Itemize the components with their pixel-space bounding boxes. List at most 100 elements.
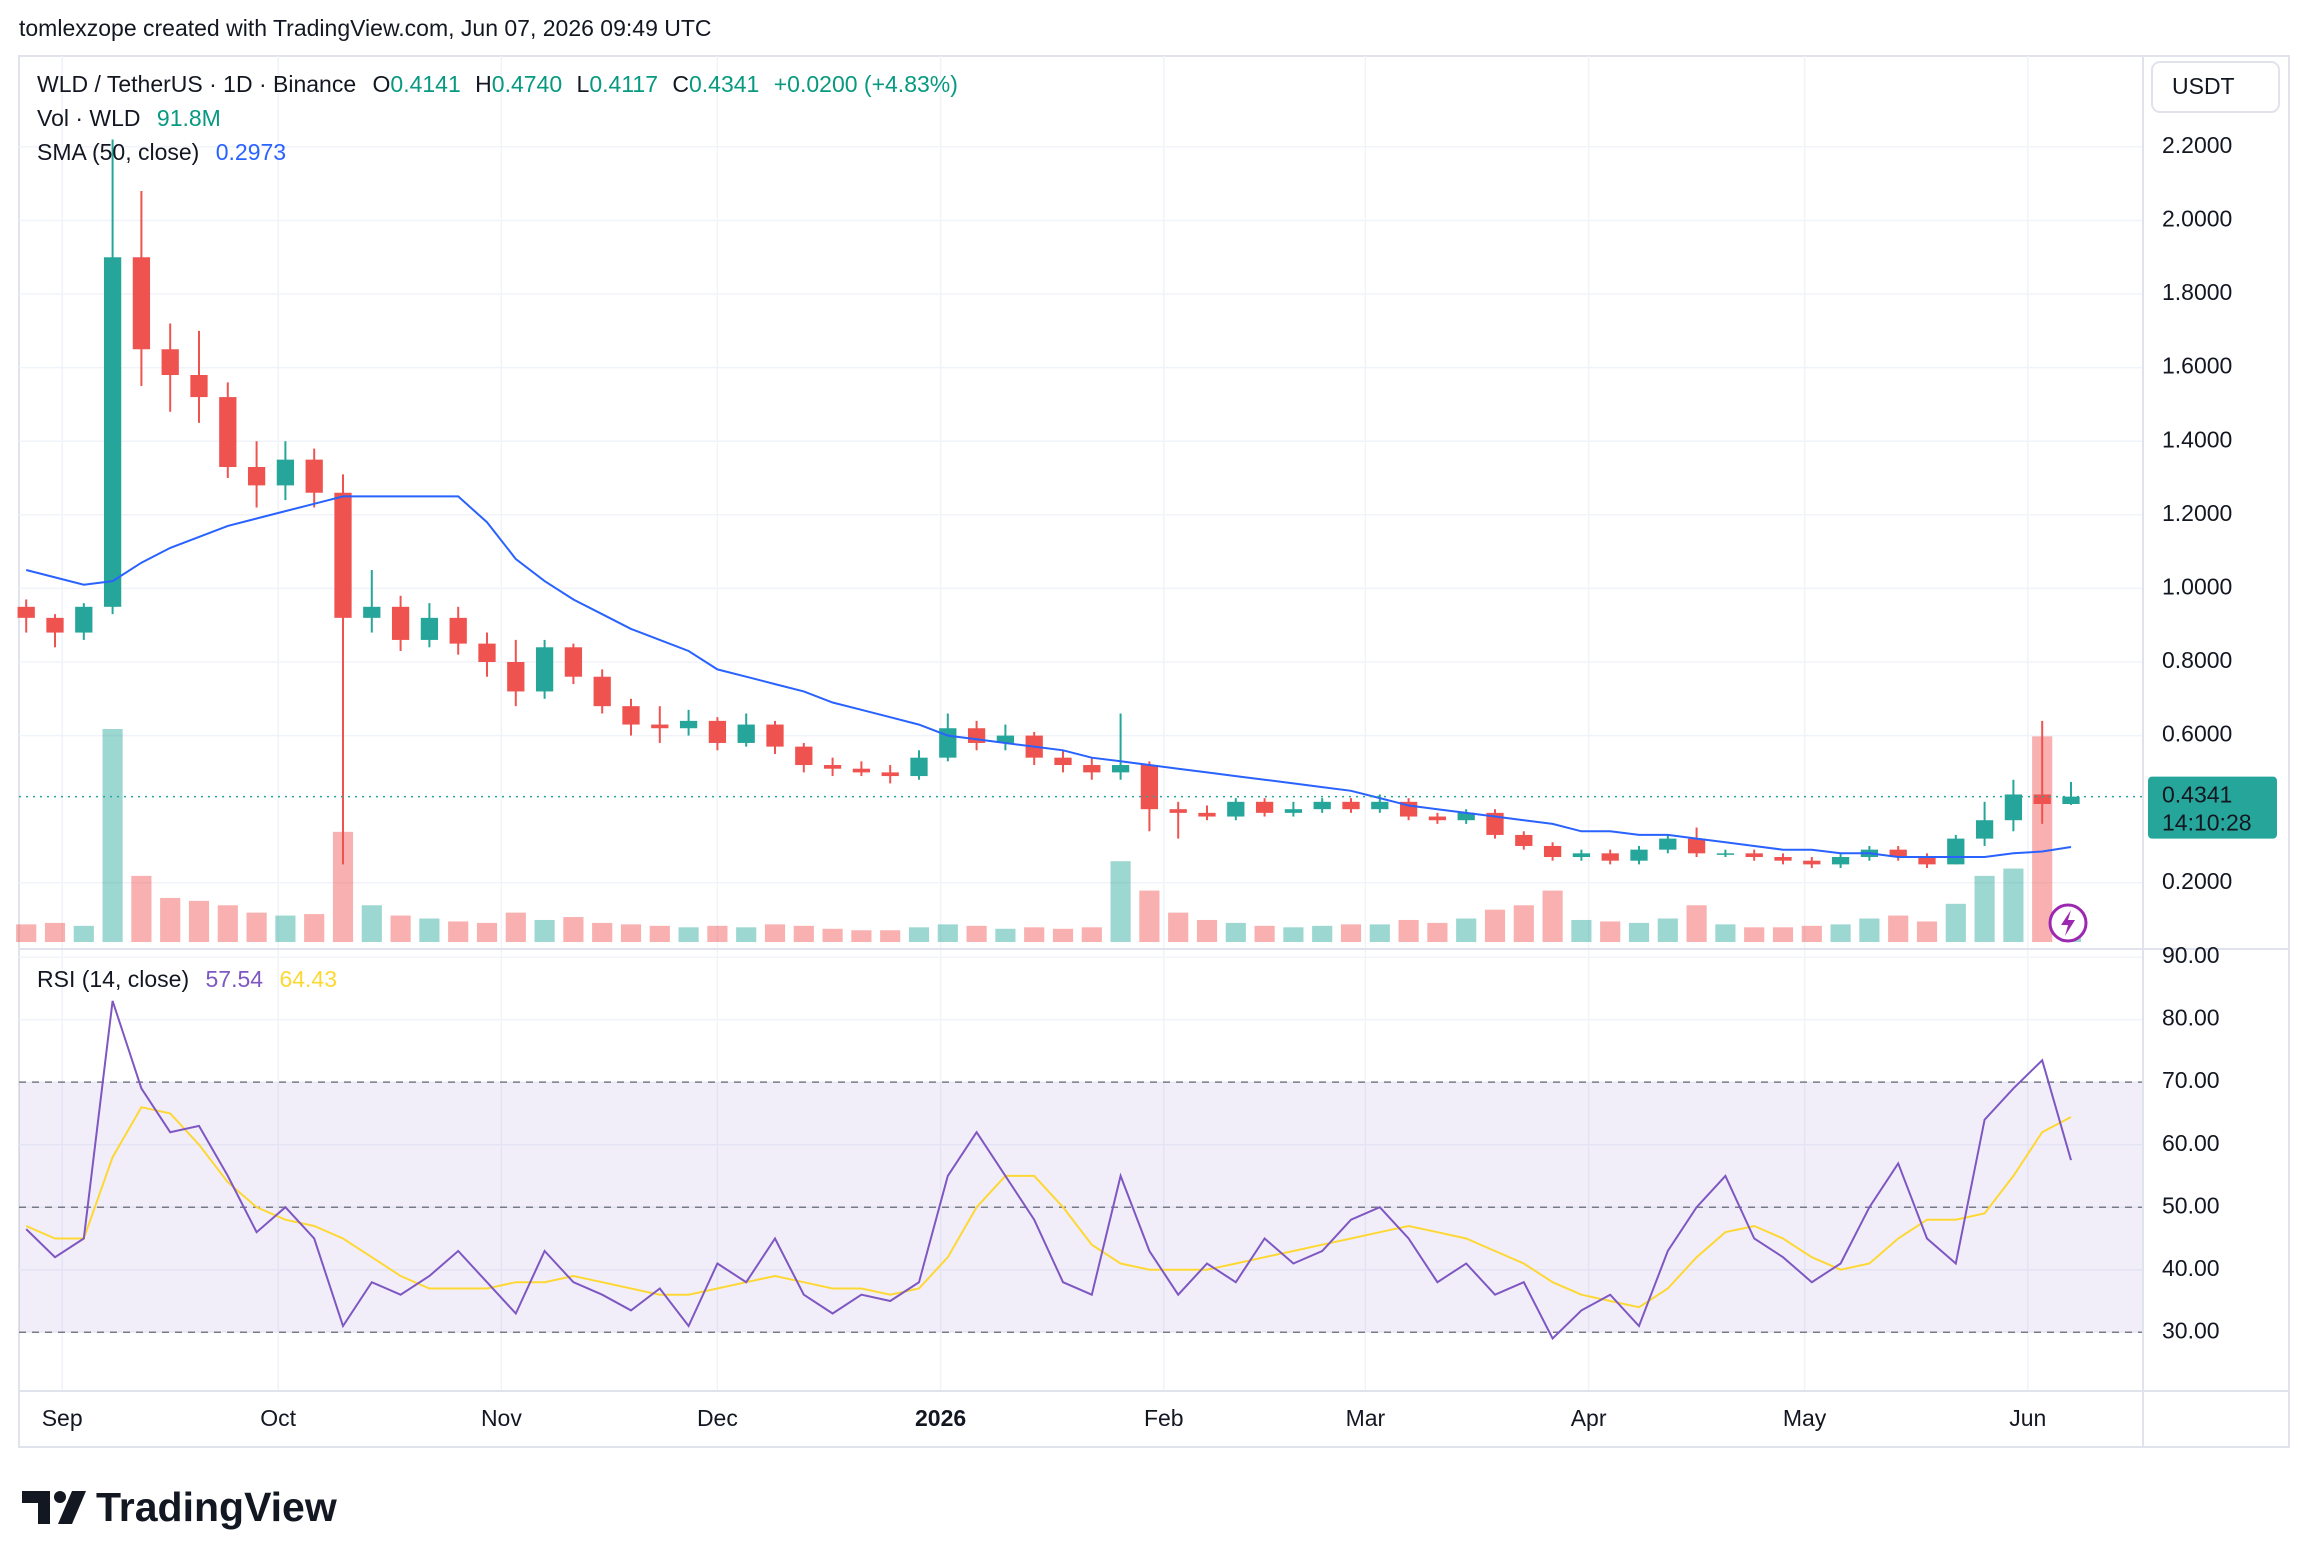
candle-body bbox=[1284, 809, 1303, 813]
volume-bar bbox=[880, 930, 901, 942]
volume-bar bbox=[73, 925, 94, 942]
candle-body bbox=[1140, 765, 1159, 810]
y-tick-label: 1.0000 bbox=[2162, 573, 2232, 599]
volume-bar bbox=[1168, 912, 1189, 942]
volume-bar bbox=[851, 930, 872, 942]
candle-body bbox=[852, 768, 871, 773]
volume-bar bbox=[995, 928, 1016, 942]
candle-body bbox=[651, 724, 669, 729]
volume-bar bbox=[1772, 927, 1794, 942]
rsi-tick-label: 90.00 bbox=[2162, 942, 2220, 968]
x-tick-label: Jun bbox=[2009, 1405, 2046, 1431]
candle-body bbox=[1572, 853, 1591, 858]
candle-body bbox=[161, 349, 179, 376]
y-tick-label: 0.8000 bbox=[2162, 647, 2232, 673]
candle-body bbox=[1227, 801, 1245, 817]
low-value: 0.4117 bbox=[589, 71, 658, 97]
credit-text: tomlexzope created with TradingView.com,… bbox=[19, 15, 712, 41]
x-tick-label: Oct bbox=[260, 1405, 296, 1431]
logo-t bbox=[22, 1491, 50, 1524]
candle-body bbox=[507, 662, 525, 692]
candle-body bbox=[1169, 809, 1187, 813]
plot-area bbox=[16, 56, 2143, 1391]
y-tick-label: 2.0000 bbox=[2162, 206, 2232, 232]
logo-slash bbox=[58, 1491, 86, 1524]
volume-bar bbox=[1081, 927, 1102, 942]
volume-bar bbox=[1744, 927, 1765, 942]
candle-body bbox=[996, 735, 1015, 743]
candle-body bbox=[2004, 794, 2023, 821]
y-tick-label: 0.6000 bbox=[2162, 721, 2232, 747]
volume-bar bbox=[1628, 922, 1650, 942]
candle-body bbox=[679, 720, 698, 729]
y-tick-label: 1.4000 bbox=[2162, 426, 2232, 452]
volume-bar bbox=[1427, 922, 1448, 942]
candle-body bbox=[1255, 801, 1274, 813]
volume-bar bbox=[1052, 928, 1074, 942]
volume-bar bbox=[188, 900, 210, 942]
rsi-legend: RSI (14, close) 57.54 64.43 bbox=[37, 966, 337, 992]
candle-body bbox=[1083, 765, 1101, 773]
volume-bar bbox=[1312, 925, 1333, 942]
candle-body bbox=[1371, 801, 1389, 810]
candle-body bbox=[2062, 796, 2080, 804]
volume-bar bbox=[937, 924, 958, 942]
volume-bar bbox=[649, 925, 670, 942]
candle-body bbox=[1659, 838, 1677, 850]
volume-bar bbox=[448, 921, 469, 942]
volume-name: Vol · WLD bbox=[37, 105, 141, 131]
volume-bar bbox=[1974, 875, 1995, 942]
candle-body bbox=[766, 724, 784, 747]
candle-body bbox=[708, 720, 727, 743]
candle-body bbox=[737, 724, 755, 743]
volume-bar bbox=[592, 922, 613, 942]
volume-legend: Vol · WLD 91.8M bbox=[37, 105, 221, 131]
candle-body bbox=[1457, 812, 1475, 821]
sma-name: SMA (50, close) bbox=[37, 139, 199, 165]
high-value: 0.4740 bbox=[492, 71, 562, 97]
last-price-label: 0.4341 bbox=[2162, 782, 2232, 808]
volume-bar bbox=[1139, 890, 1160, 942]
chart-frame bbox=[18, 55, 2290, 1448]
volume-bar bbox=[707, 925, 728, 942]
candle-body bbox=[132, 257, 151, 350]
volume-bar bbox=[160, 897, 181, 942]
volume-bar bbox=[1542, 890, 1563, 942]
last-price-box bbox=[2148, 776, 2277, 839]
symbol: WLD / TetherUS · 1D · Binance bbox=[37, 71, 356, 97]
volume-bar bbox=[1225, 922, 1246, 942]
candle-body bbox=[1630, 849, 1648, 861]
rsi-line bbox=[25, 1106, 2072, 1309]
volume-bar bbox=[1340, 924, 1362, 942]
volume-bar bbox=[2032, 736, 2053, 942]
volume-bar bbox=[476, 922, 498, 942]
volume-bar bbox=[1945, 903, 1966, 942]
volume-bar bbox=[1830, 924, 1851, 942]
volume-bar bbox=[563, 917, 584, 942]
volume-bar bbox=[1024, 927, 1045, 942]
alert-icon-bolt bbox=[2061, 910, 2075, 936]
rsi-tick-label: 60.00 bbox=[2162, 1130, 2220, 1156]
rsi-tick-label: 40.00 bbox=[2162, 1255, 2220, 1281]
candle-body bbox=[420, 617, 439, 640]
rsi-line bbox=[25, 1000, 2072, 1341]
countdown-label: 14:10:28 bbox=[2162, 810, 2252, 836]
volume-bar bbox=[304, 914, 325, 942]
volume-bar bbox=[736, 927, 757, 942]
symbol-legend: WLD / TetherUS · 1D · Binance O0.4141 H0… bbox=[37, 71, 958, 97]
volume-bar bbox=[44, 922, 66, 942]
currency-button[interactable] bbox=[2151, 61, 2280, 113]
candle-body bbox=[478, 643, 496, 663]
candle-body bbox=[46, 617, 64, 633]
low-label: L bbox=[577, 71, 590, 97]
brand-text: TradingView bbox=[96, 1484, 337, 1530]
volume-bar bbox=[1456, 918, 1477, 942]
change-value: +0.0200 (+4.83%) bbox=[774, 71, 958, 97]
candle-body bbox=[190, 375, 208, 398]
candle-body bbox=[449, 617, 467, 644]
candle-body bbox=[391, 606, 410, 640]
candle-body bbox=[363, 606, 381, 618]
x-tick-label: May bbox=[1783, 1405, 1827, 1431]
rsi-ma-value: 64.43 bbox=[279, 966, 337, 992]
